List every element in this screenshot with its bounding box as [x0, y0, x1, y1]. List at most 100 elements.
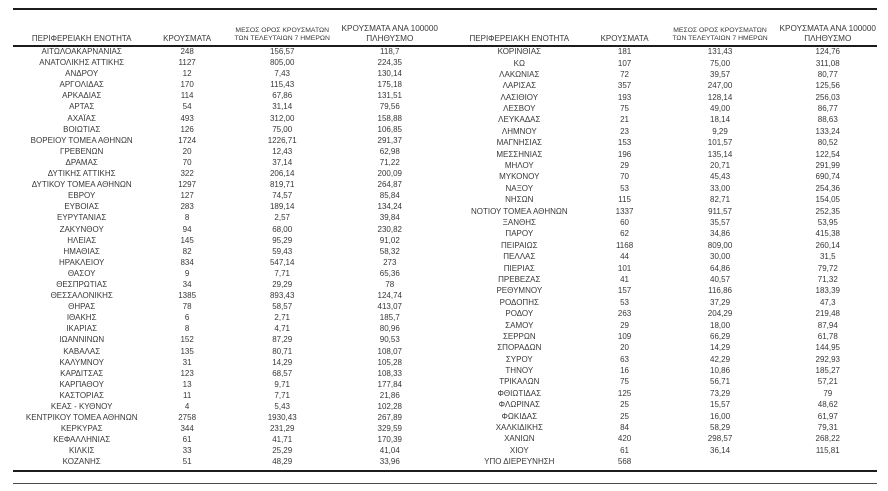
per100k-cell: 79,31	[817, 423, 838, 433]
cases-cell: 153	[617, 138, 632, 148]
region-cell: ΛΑΣΙΘΙΟΥ	[500, 92, 539, 102]
region-cell: ΘΕΣΠΡΩΤΙΑΣ	[56, 279, 108, 289]
per100k-cell: 124,76	[815, 47, 840, 57]
table-row: ΚΕΑΣ - ΚΥΘΝΟΥ 4 5,43 102,28	[13, 401, 439, 412]
per100k-cell: 254,36	[815, 183, 840, 193]
avg7-cell: 115,43	[270, 80, 295, 90]
avg7-cell: 101,57	[707, 138, 733, 148]
region-cell: ΝΗΣΩΝ	[505, 195, 534, 205]
avg7-cell: 116,86	[708, 286, 732, 296]
avg7-cell: 14,29	[272, 357, 293, 367]
cases-cell: 834	[180, 257, 194, 267]
avg7-cell: 4,71	[274, 324, 290, 334]
table-row: ΤΗΝΟΥ 16 10,86 185,27	[451, 365, 877, 376]
header-row: ΠΕΡΙΦΕΡΕΙΑΚΗ ΕΝΟΤΗΤΑ ΚΡΟΥΣΜΑΤΑ ΜΕΣΟΣ ΟΡΟ…	[451, 17, 877, 46]
region-cell: ΦΘΙΩΤΙΔΑΣ	[497, 388, 542, 398]
region-cell: ΜΗΛΟΥ	[504, 161, 534, 171]
col-header-per100k: ΚΡΟΥΣΜΑΤΑ ΑΝΑ 100000 ΠΛΗΘΥΣΜΟ	[779, 17, 877, 46]
table-row: ΑΡΓΟΛΙΔΑΣ 170 115,43 175,18	[13, 79, 439, 90]
header-underline	[13, 45, 877, 47]
avg7-cell: 95,29	[272, 235, 293, 245]
table-row: ΠΑΡΟΥ 62 34,86 415,38	[451, 228, 877, 239]
cases-cell: 193	[617, 92, 632, 102]
per100k-cell: 71,22	[379, 157, 400, 167]
per100k-cell: 690,74	[815, 172, 840, 182]
table-row: ΠΕΙΡΑΙΩΣ 1168 809,00 260,14	[451, 240, 877, 251]
region-cell: ΕΥΡΥΤΑΝΙΑΣ	[57, 213, 107, 223]
region-cell: ΕΥΒΟΙΑΣ	[64, 202, 100, 212]
region-cell: ΙΚΑΡΙΑΣ	[66, 324, 98, 334]
cases-cell: 9	[184, 268, 190, 278]
avg7-cell: 206,14	[269, 169, 295, 179]
col-header-avg7: ΜΕΣΟΣ ΟΡΟΣ ΚΡΟΥΣΜΑΤΩΝ ΤΩΝ ΤΕΛΕΥΤΑΙΩΝ 7 Η…	[224, 17, 341, 46]
region-cell: ΒΟΡΕΙΟΥ ΤΟΜΕΑ ΑΘΗΝΩΝ	[30, 135, 133, 145]
cases-cell: 12	[182, 69, 192, 79]
avg7-cell	[662, 456, 779, 468]
cases-cell: 248	[180, 47, 194, 56]
cases-cell: 170	[180, 80, 194, 90]
avg7-cell: 42,29	[710, 354, 731, 364]
per100k-cell: 21,86	[379, 390, 400, 400]
cases-cell: 16	[620, 366, 630, 376]
table-row: ΔΡΑΜΑΣ 70 37,14 71,22	[13, 157, 439, 168]
per100k-cell: 58,32	[379, 246, 400, 256]
per100k-cell: 57,21	[817, 377, 838, 387]
per100k-cell: 224,35	[377, 58, 402, 68]
cases-cell: 31	[182, 357, 192, 367]
region-cell: ΠΕΙΡΑΙΩΣ	[501, 240, 538, 250]
cases-cell: 109	[617, 331, 632, 341]
region-cell: ΠΕΛΛΑΣ	[503, 252, 536, 262]
region-cell: ΔΡΑΜΑΣ	[65, 157, 98, 167]
avg7-cell: 74,57	[272, 191, 293, 201]
table-row: ΠΙΕΡΙΑΣ 101 64,86 79,72	[451, 262, 877, 273]
cases-cell: 61	[182, 435, 192, 445]
cases-cell: 6	[184, 313, 190, 323]
avg7-cell: 298,57	[707, 434, 733, 444]
avg7-cell: 68,57	[272, 368, 293, 378]
avg7-cell: 20,71	[710, 161, 731, 171]
table-row: ΚΟΡΙΝΘΙΑΣ 181 131,43 124,76	[451, 46, 877, 57]
region-cell: ΛΑΚΩΝΙΑΣ	[499, 69, 540, 79]
region-cell: ΚΕΡΚΥΡΑΣ	[60, 424, 103, 434]
per100k-cell: 329,59	[377, 424, 402, 434]
region-cell: ΝΑΞΟΥ	[505, 183, 534, 193]
table-row: ΚΕΦΑΛΛΗΝΙΑΣ 61 41,71 170,39	[13, 434, 439, 445]
table-row: ΕΒΡΟΥ 127 74,57 85,84	[13, 190, 439, 201]
cases-cell: 1168	[615, 240, 634, 250]
cases-cell: 53	[620, 183, 630, 193]
avg7-cell: 9,29	[712, 126, 728, 136]
region-cell: ΒΟΙΩΤΙΑΣ	[63, 124, 101, 134]
avg7-cell: 64,86	[710, 263, 731, 273]
region-cell: ΚΙΛΚΙΣ	[68, 446, 95, 456]
region-cell: ΜΕΣΣΗΝΙΑΣ	[496, 149, 543, 159]
per100k-cell: 264,87	[377, 180, 402, 190]
region-cell: ΧΑΝΙΩΝ	[504, 434, 535, 444]
region-cell: ΑΡΤΑΣ	[69, 102, 95, 112]
col-header-region: ΠΕΡΙΦΕΡΕΙΑΚΗ ΕΝΟΤΗΤΑ	[31, 34, 132, 43]
cases-cell: 2758	[178, 413, 197, 423]
per100k-cell: 39,84	[379, 213, 400, 223]
per100k-cell: 71,32	[817, 274, 838, 284]
per100k-cell: 124,74	[377, 291, 402, 301]
avg7-cell: 1930,43	[267, 413, 297, 423]
per100k-cell: 90,53	[379, 335, 400, 345]
per100k-cell: 252,35	[815, 206, 840, 216]
avg7-cell: 312,00	[269, 113, 295, 123]
avg7-cell: 75,00	[272, 124, 293, 134]
col-header-region: ΠΕΡΙΦΕΡΕΙΑΚΗ ΕΝΟΤΗΤΑ	[469, 34, 570, 43]
col-header-avg7-line2: ΤΩΝ ΤΕΛΕΥΤΑΙΩΝ 7 ΗΜΕΡΩΝ	[234, 35, 330, 42]
avg7-cell: 819,71	[269, 180, 295, 190]
cases-cell: 21	[620, 115, 630, 125]
region-cell: ΠΡΕΒΕΖΑΣ	[498, 274, 541, 284]
col-header-avg7-line1: ΜΕΣΟΣ ΟΡΟΣ ΚΡΟΥΣΜΑΤΩΝ	[673, 27, 767, 34]
table-row: ΑΝΑΤΟΛΙΚΗΣ ΑΤΤΙΚΗΣ 1127 805,00 224,35	[13, 57, 439, 68]
region-cell: ΚΑΛΥΜΝΟΥ	[59, 357, 104, 367]
cases-cell: 94	[182, 224, 192, 234]
avg7-cell: 135,14	[707, 149, 733, 159]
per100k-cell: 61,78	[817, 331, 838, 341]
col-header-per100k-line2: ΠΛΗΘΥΣΜΟ	[804, 33, 852, 43]
region-cell: ΠΑΡΟΥ	[505, 229, 534, 239]
cases-cell: 8	[184, 213, 190, 223]
per100k-cell: 291,99	[815, 161, 840, 171]
cases-cell: 181	[617, 47, 632, 57]
